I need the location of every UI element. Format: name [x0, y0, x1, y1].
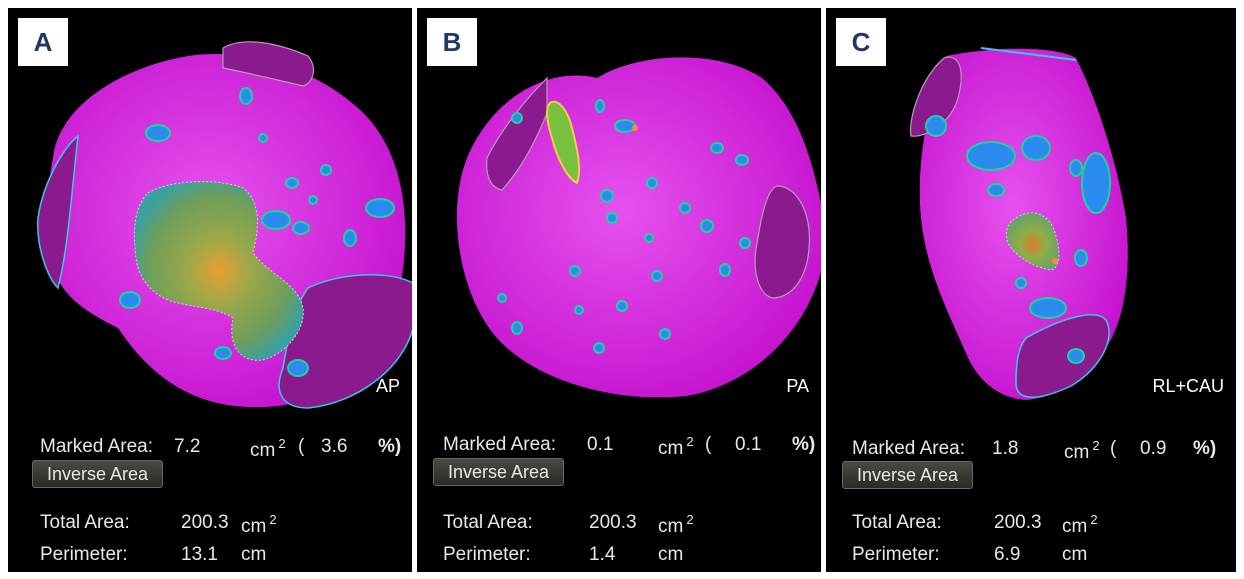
marked-area-unit: cm 2 — [250, 436, 286, 461]
panel-letter: B — [427, 18, 477, 66]
area-stats: Marked Area: 0.1 cm 2 ( 0.1 %) Inverse Ar… — [417, 418, 821, 572]
border-zone-patches — [119, 87, 395, 377]
total-area-label: Total Area: — [852, 512, 942, 533]
valve-plane-right — [754, 185, 810, 299]
perimeter-unit: cm — [658, 544, 684, 565]
marked-area-label: Marked Area: — [852, 438, 965, 459]
scar-region — [133, 181, 304, 361]
perimeter-value: 6.9 — [994, 544, 1021, 565]
view-label: AP — [375, 376, 400, 396]
border-zone-patches — [497, 99, 751, 354]
marked-area-label: Marked Area: — [40, 436, 153, 457]
total-area-label: Total Area: — [40, 512, 130, 533]
area-stats: Marked Area: 1.8 cm 2 ( 0.9 %) Inverse Ar… — [826, 418, 1236, 572]
valve-plane-left — [486, 76, 548, 191]
inverse-area-button[interactable]: Inverse Area — [433, 458, 565, 486]
view-label: RL+CAU — [1152, 376, 1224, 396]
area-stats: Marked Area: 7.2 cm 2 ( 3.6 %) Inverse Ar… — [8, 418, 412, 572]
perimeter-label: Perimeter: — [40, 544, 128, 565]
chamber-surface — [456, 57, 821, 398]
percent-symbol: %) — [378, 436, 402, 457]
marked-area-value: 0.1 — [587, 434, 614, 455]
valve-rim-top — [980, 47, 1077, 61]
panel-c: C RL+CAU Marked Area: 1.8 cm 2 ( 0.9 %) I… — [826, 8, 1236, 572]
perimeter-value: 13.1 — [181, 544, 218, 565]
panel-b: B PA Marked Area: 0.1 cm 2 ( 0.1 %) Inver… — [417, 8, 821, 572]
valve-plane-left — [37, 134, 79, 290]
perimeter-unit: cm — [241, 544, 267, 565]
voltage-map-b — [456, 57, 821, 398]
valve-plane-bottom — [1015, 314, 1110, 398]
percent-symbol: %) — [1193, 438, 1217, 459]
perimeter-value: 1.4 — [589, 544, 616, 565]
panel-letter: C — [836, 18, 886, 66]
panel-letter: A — [18, 18, 68, 66]
superscript-2: 2 — [686, 512, 694, 527]
total-area-value: 200.3 — [181, 512, 229, 533]
panel-a: A AP Marked Area: 7.2 cm 2 ( 3.6 %) Inver… — [8, 8, 412, 572]
percent-symbol: %) — [792, 434, 816, 455]
total-area-label: Total Area: — [443, 512, 533, 533]
valve-plane-superior — [222, 41, 315, 87]
marked-area-percent: 0.9 — [1140, 438, 1167, 459]
total-area-unit: cm 2 — [1062, 512, 1098, 537]
superscript-2: 2 — [278, 436, 286, 451]
valve-plane-inferior — [278, 274, 412, 409]
inverse-area-button[interactable]: Inverse Area — [842, 461, 974, 489]
perimeter-label: Perimeter: — [852, 544, 940, 565]
superscript-2: 2 — [1090, 512, 1098, 527]
view-label: PA — [786, 376, 809, 396]
total-area-value: 200.3 — [994, 512, 1042, 533]
total-area-unit: cm 2 — [241, 512, 277, 537]
marked-area-percent: 3.6 — [321, 436, 348, 457]
superscript-2: 2 — [686, 434, 694, 449]
scar-region — [1005, 212, 1060, 271]
marked-area-unit: cm 2 — [658, 434, 694, 459]
voltage-map-c — [909, 47, 1128, 400]
superscript-2: 2 — [1092, 438, 1100, 453]
ablation-point — [632, 125, 638, 131]
marked-area-value: 7.2 — [174, 436, 201, 457]
inverse-area-button[interactable]: Inverse Area — [32, 460, 164, 488]
marked-area-percent: 0.1 — [735, 434, 762, 455]
perimeter-label: Perimeter: — [443, 544, 531, 565]
ablation-point — [1052, 258, 1058, 264]
marked-area-unit: cm 2 — [1064, 438, 1100, 463]
total-area-value: 200.3 — [589, 512, 637, 533]
marked-area-label: Marked Area: — [443, 434, 556, 455]
superscript-2: 2 — [269, 512, 277, 527]
marked-area-paren: ( — [705, 434, 712, 455]
marked-area-value: 1.8 — [992, 438, 1019, 459]
total-area-unit: cm 2 — [658, 512, 694, 537]
marked-area-paren: ( — [1110, 438, 1117, 459]
border-zone-patches — [925, 115, 1111, 364]
scar-streak — [546, 100, 581, 185]
marked-area-paren: ( — [298, 436, 305, 457]
perimeter-unit: cm — [1062, 544, 1088, 565]
voltage-map-a — [37, 41, 412, 409]
